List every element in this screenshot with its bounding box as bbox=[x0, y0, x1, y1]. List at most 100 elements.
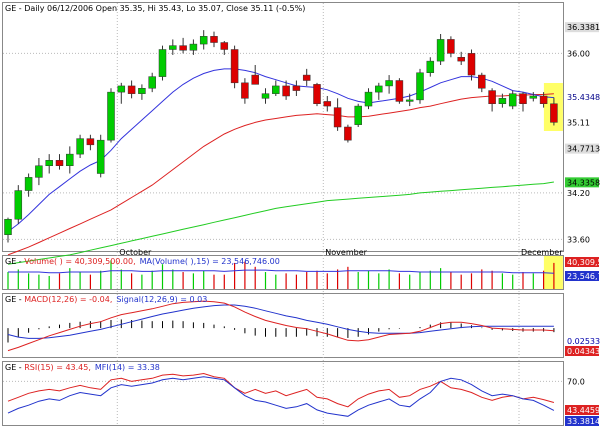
candle-body bbox=[96, 139, 105, 174]
candle-body bbox=[395, 80, 404, 102]
macd-series bbox=[7, 300, 555, 352]
rsi-legend-prefix: GE - bbox=[5, 363, 24, 372]
macd-legend: GE - MACD(12,26) = -0.04, Signal(12,26,9)… bbox=[5, 295, 207, 304]
price-tag-label: 34.3358 bbox=[567, 178, 600, 187]
macd-tag: 0.043430 bbox=[567, 347, 600, 356]
candle-body bbox=[302, 74, 311, 81]
candle-body bbox=[405, 99, 414, 102]
candle-body bbox=[199, 36, 208, 45]
candle-body bbox=[292, 85, 301, 91]
mfi-tag-box bbox=[565, 416, 599, 426]
volume-legend: GE - Volume( ) = 40,309,500.00, MA(Volume… bbox=[5, 257, 280, 266]
price-tag-label: 35.11 bbox=[567, 118, 590, 127]
rsi-series: 70.0 bbox=[3, 372, 585, 417]
macd-signal-line bbox=[7, 304, 554, 339]
candle-body bbox=[66, 153, 74, 166]
candle-body bbox=[436, 39, 445, 62]
candle-body bbox=[416, 72, 424, 101]
price-tag-label: 36.3381 bbox=[567, 23, 600, 32]
price-tag-box bbox=[565, 117, 599, 128]
price-tag-label: 35.4348 bbox=[567, 93, 600, 102]
ma-mid-line bbox=[7, 93, 554, 256]
volume-legend-volume: Volume( ) = 40,309,500.00, bbox=[24, 257, 135, 266]
volume-ma-tag-box bbox=[565, 271, 599, 281]
candle-body bbox=[313, 84, 321, 104]
candle-body bbox=[117, 85, 126, 93]
volume-ma-tag: 23,546,746 bbox=[567, 272, 600, 281]
price-axis-label: 34.20 bbox=[567, 189, 590, 198]
ma-long-line bbox=[7, 181, 554, 265]
month-label: November bbox=[325, 248, 367, 257]
rsi-tag-box bbox=[565, 405, 599, 415]
candle-body bbox=[210, 36, 218, 43]
candle-body bbox=[24, 177, 33, 191]
candle-body bbox=[478, 74, 486, 89]
candle-body bbox=[251, 74, 259, 85]
candle-body bbox=[282, 85, 290, 97]
grid-lines bbox=[3, 3, 563, 425]
macd-signal-tag-box bbox=[565, 336, 599, 346]
price-header: GE - Daily 06/12/2006 Open 35.35, Hi 35.… bbox=[5, 4, 305, 13]
candle-body bbox=[230, 49, 239, 84]
price-axis-label: 33.60 bbox=[567, 235, 590, 244]
price-tag-box bbox=[565, 143, 599, 154]
mfi-line bbox=[7, 376, 555, 417]
candle-body bbox=[35, 165, 43, 178]
candle-body bbox=[179, 45, 187, 51]
candle-body bbox=[467, 53, 476, 76]
rsi-line bbox=[7, 372, 555, 408]
candle-body bbox=[488, 90, 496, 104]
candle-body bbox=[241, 82, 249, 99]
candles bbox=[4, 30, 558, 243]
macd-legend-signal: Signal(12,26,9) = 0.03 bbox=[116, 295, 207, 304]
candle-body bbox=[364, 91, 373, 107]
volume-legend-ma: MA(Volume( ),15) = 23,546,746.00 bbox=[140, 257, 280, 266]
macd-legend-macd: MACD(12,26) = -0.04, bbox=[24, 295, 112, 304]
volume-ma-line bbox=[8, 269, 554, 274]
rsi-legend: GE - RSI(15) = 43.45, MFI(14) = 33.38 bbox=[5, 363, 160, 372]
candle-body bbox=[385, 80, 393, 87]
price-tags: 36.3381 35.4348 35.11 34.7713 34.3358 bbox=[565, 22, 600, 188]
macd-tag-box bbox=[565, 346, 599, 356]
mfi-tag: 33.3814 bbox=[567, 417, 600, 426]
candle-body bbox=[272, 85, 280, 94]
candle-body bbox=[220, 42, 229, 50]
rsi-axis-label: 70.0 bbox=[567, 377, 585, 386]
candle-body bbox=[55, 160, 64, 166]
month-labels: October November December bbox=[119, 248, 563, 257]
candle-body bbox=[508, 93, 517, 107]
candle-body bbox=[457, 57, 465, 62]
price-tag-label: 34.7713 bbox=[567, 145, 600, 154]
candle-body bbox=[529, 95, 538, 99]
volume-bars bbox=[7, 260, 555, 289]
month-label: October bbox=[119, 248, 152, 257]
macd-panel-frame bbox=[2, 293, 564, 358]
candle-body bbox=[519, 93, 527, 105]
rsi-legend-rsi: RSI(15) = 43.45, bbox=[24, 363, 91, 372]
candle-body bbox=[138, 88, 146, 94]
price-tag-box bbox=[565, 177, 599, 188]
candle-body bbox=[539, 95, 548, 104]
price-axis: 36.00 34.20 33.60 bbox=[567, 49, 590, 244]
candle-body bbox=[127, 85, 136, 94]
rsi-legend-mfi: MFI(14) = 33.38 bbox=[95, 363, 160, 372]
candle-body bbox=[4, 218, 12, 235]
candle-body bbox=[45, 160, 53, 166]
volume-tag: 40,309,500.00 bbox=[567, 258, 600, 267]
price-tag-box bbox=[565, 92, 599, 103]
indicator-tags: 40,309,500.00 23,546,746 0.0253360.043430 4… bbox=[565, 257, 600, 426]
price-axis-label: 36.00 bbox=[567, 49, 590, 58]
candle-body bbox=[76, 138, 84, 155]
price-tag-box bbox=[565, 22, 599, 33]
rsi-panel-frame bbox=[2, 361, 564, 426]
rsi-tag: 43.4459 bbox=[567, 406, 600, 415]
candle-body bbox=[498, 98, 507, 104]
volume-tag-box bbox=[565, 257, 599, 267]
candle-body bbox=[333, 107, 342, 128]
candle-body bbox=[426, 60, 435, 73]
candle-body bbox=[344, 126, 352, 141]
candle-body bbox=[158, 49, 167, 77]
candle-body bbox=[189, 43, 198, 51]
candle-body bbox=[550, 103, 558, 123]
